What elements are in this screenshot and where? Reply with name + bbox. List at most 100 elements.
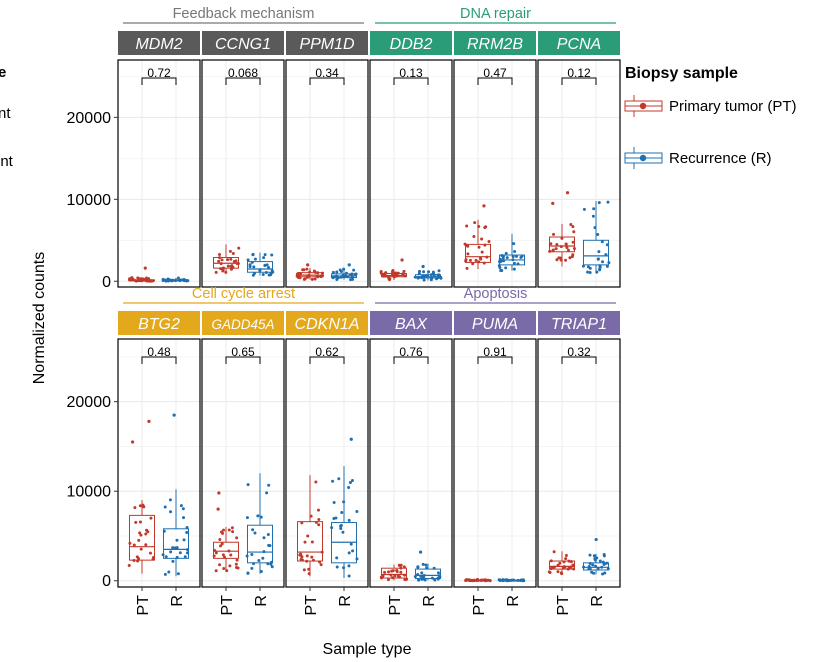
point-rrm2b-R <box>520 254 524 258</box>
point-gadd45a-PT <box>228 564 232 568</box>
point-pcna-R <box>586 270 590 274</box>
point-triap1-PT <box>564 557 568 561</box>
point-cdkn1a-R <box>347 564 351 568</box>
point-btg2-R <box>167 570 171 574</box>
point-triap1-R <box>591 563 595 567</box>
point-rrm2b-R <box>511 258 515 262</box>
point-pcna-R <box>596 233 600 237</box>
point-ddb2-R <box>437 273 441 277</box>
point-rrm2b-PT <box>485 255 489 259</box>
point-rrm2b-PT <box>477 260 481 264</box>
point-puma-R <box>509 578 513 582</box>
axes-layer: PT R PT R PT R PT R PT R PT R 0 10000 20000 0 10000 20000 <box>67 110 607 616</box>
point-rrm2b-PT <box>468 258 472 262</box>
point-ccng1-PT <box>224 270 228 274</box>
point-triap1-R <box>602 562 606 566</box>
point-cdkn1a-PT <box>320 550 324 554</box>
point-cdkn1a-R <box>348 480 352 484</box>
point-gadd45a-R <box>251 528 255 532</box>
point-pcna-R <box>593 226 597 230</box>
point-pcna-R <box>607 261 611 265</box>
point-cdkn1a-R <box>342 566 346 570</box>
significance-bracket-bax <box>393 356 429 364</box>
x-tick-label-pt: PT <box>219 595 236 616</box>
point-ppm1d-R <box>335 274 339 278</box>
point-triap1-R <box>600 565 604 569</box>
point-ddb2-R <box>436 275 440 279</box>
point-ddb2-R <box>413 275 417 279</box>
outlier-btg2-PT <box>130 440 135 444</box>
point-gadd45a-R <box>245 516 249 520</box>
point-bax-PT <box>391 569 395 573</box>
point-ppm1d-PT <box>313 277 317 281</box>
point-cdkn1a-PT <box>310 555 314 559</box>
point-rrm2b-PT <box>480 237 484 241</box>
point-ccng1-PT <box>218 256 222 260</box>
point-rrm2b-R <box>512 261 516 265</box>
legend-key-primary-tumor <box>624 95 663 117</box>
point-rrm2b-PT <box>465 224 469 228</box>
point-ddb2-PT <box>386 275 390 279</box>
point-ddb2-PT <box>395 274 399 278</box>
point-bax-R <box>417 578 421 582</box>
significance-bracket-gadd45a <box>225 356 261 364</box>
box-btg2-R <box>163 528 189 559</box>
point-cdkn1a-R <box>335 556 339 560</box>
point-cdkn1a-PT <box>306 534 310 538</box>
point-gadd45a-PT <box>214 551 218 555</box>
point-cdkn1a-PT <box>314 480 318 484</box>
point-pcna-PT <box>555 258 559 262</box>
panel-frame-triap1 <box>537 338 621 588</box>
point-pcna-PT <box>548 249 552 253</box>
point-ccng1-R <box>251 273 255 277</box>
point-gadd45a-R <box>245 554 249 558</box>
point-puma-PT <box>488 579 492 583</box>
point-gadd45a-PT <box>230 526 234 530</box>
point-cdkn1a-PT <box>300 521 304 525</box>
significance-bracket-mdm2 <box>141 77 177 85</box>
strip-rrm2b <box>454 31 536 55</box>
point-gadd45a-R <box>250 552 254 556</box>
point-btg2-R <box>163 572 167 576</box>
point-gadd45a-PT <box>229 553 233 557</box>
point-bax-PT <box>386 578 390 582</box>
point-bax-PT <box>387 570 391 574</box>
point-rrm2b-PT <box>483 243 487 247</box>
outlier-rrm2b-PT <box>482 204 486 208</box>
point-gadd45a-PT <box>222 567 226 571</box>
outlier-ppm1d-PT <box>306 263 310 267</box>
point-ddb2-R <box>430 276 434 280</box>
point-puma-R <box>501 578 505 582</box>
significance-bracket-ccng1 <box>225 77 261 85</box>
p-value-gadd45a: 0.65 <box>231 345 255 359</box>
box-triap1-PT <box>549 560 575 570</box>
point-ppm1d-PT <box>297 274 301 278</box>
point-triap1-R <box>601 560 605 564</box>
point-ccng1-PT <box>221 269 225 273</box>
p-value-cdkn1a: 0.62 <box>315 345 339 359</box>
point-mdm2-PT <box>144 279 148 283</box>
point-btg2-R <box>182 516 186 520</box>
point-btg2-PT <box>139 547 143 551</box>
point-btg2-PT <box>134 520 138 524</box>
point-ddb2-PT <box>383 272 387 276</box>
point-pcna-PT <box>569 222 573 226</box>
point-gadd45a-R <box>267 543 271 547</box>
significance-bracket-pcna <box>561 77 597 85</box>
point-pcna-R <box>604 253 608 257</box>
point-ppm1d-PT <box>295 272 299 276</box>
outlier-pcna-PT <box>551 201 555 206</box>
point-puma-PT <box>470 579 474 583</box>
point-ccng1-PT <box>217 253 221 257</box>
point-ppm1d-R <box>342 267 346 271</box>
point-btg2-PT <box>146 530 150 534</box>
point-ppm1d-PT <box>308 270 312 274</box>
point-bax-PT <box>391 576 395 580</box>
panel-frame-gadd45a <box>201 338 285 588</box>
point-mdm2-R <box>164 279 168 283</box>
point-triap1-PT <box>571 563 575 567</box>
point-puma-PT <box>472 579 476 583</box>
legend-label-primary-tumor: Primary tumor (PT) <box>669 98 797 115</box>
point-mdm2-PT <box>130 276 134 280</box>
y-tick-label: 0 <box>102 573 111 590</box>
